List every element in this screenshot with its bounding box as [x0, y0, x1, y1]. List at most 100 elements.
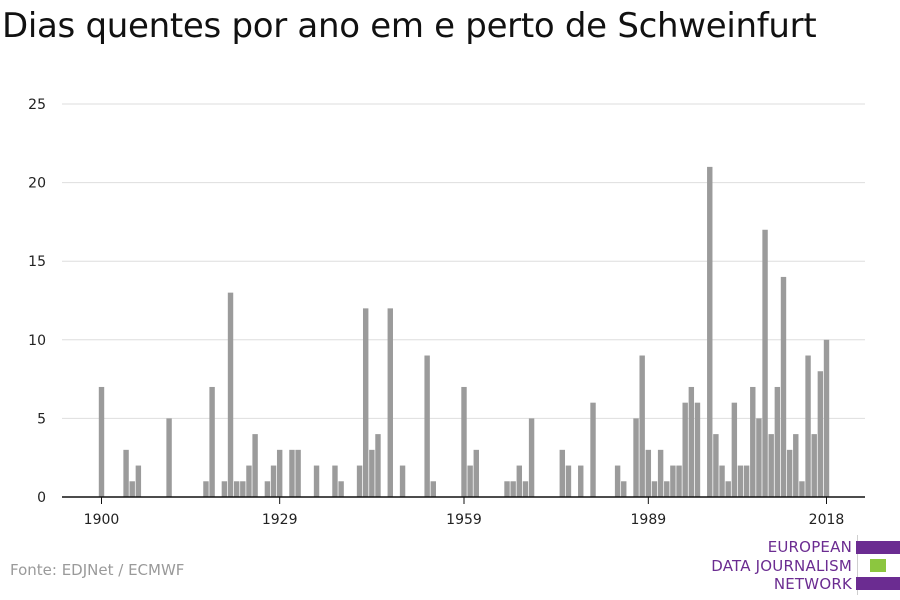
x-tick-label: 1989	[631, 512, 667, 528]
bar	[725, 481, 731, 497]
x-tick-label: 1929	[262, 512, 298, 528]
bar	[264, 481, 271, 497]
chart-title: Dias quentes por ano em e perto de Schwe…	[2, 6, 817, 46]
bar	[621, 481, 627, 497]
bar	[565, 465, 572, 497]
gridlines	[62, 103, 865, 419]
logo-divider	[857, 535, 858, 595]
bar	[129, 481, 135, 497]
bar	[233, 481, 240, 497]
bars	[98, 166, 830, 497]
bar	[369, 449, 375, 497]
bar	[768, 434, 774, 497]
bar	[743, 465, 750, 497]
bar	[811, 434, 817, 497]
bar	[289, 449, 295, 497]
bar	[657, 449, 664, 497]
bar	[313, 465, 320, 497]
bar	[166, 418, 172, 497]
bar	[590, 402, 596, 497]
logo-text: EUROPEAN DATA JOURNALISM NETWORK	[711, 538, 852, 594]
logo-bar-middle	[870, 559, 886, 572]
bar	[473, 449, 479, 497]
bar	[731, 402, 738, 497]
bar	[817, 371, 824, 497]
bar	[123, 449, 129, 497]
x-tick-label: 1959	[446, 512, 482, 528]
bar	[737, 465, 744, 497]
bar	[424, 355, 430, 497]
bar	[694, 402, 701, 497]
bar	[221, 481, 228, 497]
bar	[780, 276, 787, 497]
bar	[756, 418, 762, 497]
bar	[270, 465, 277, 497]
bar	[399, 465, 406, 497]
bar	[682, 402, 688, 497]
bar	[750, 386, 756, 497]
bar	[209, 386, 215, 497]
bar	[276, 449, 283, 497]
axes: 0 5 10 15 20 25 1900 1929 1959 1989 2018	[28, 97, 865, 528]
y-tick-label: 0	[37, 490, 46, 506]
bar	[762, 229, 768, 497]
bar	[676, 465, 682, 497]
bar	[670, 465, 676, 497]
bar	[528, 418, 535, 497]
bar	[522, 481, 529, 497]
bar	[786, 449, 793, 497]
bar	[707, 166, 713, 497]
bar	[664, 481, 670, 497]
bar	[805, 355, 811, 497]
bar	[387, 308, 393, 497]
logo-bar-bottom	[856, 577, 900, 590]
bar	[375, 434, 381, 497]
bar	[823, 339, 830, 497]
bar	[332, 465, 338, 497]
bar	[688, 386, 695, 497]
bar	[240, 481, 246, 497]
y-tick-label: 5	[37, 411, 46, 427]
bar	[362, 308, 369, 497]
bar	[645, 449, 652, 497]
y-tick-label: 15	[28, 254, 46, 270]
x-tick-label: 1900	[84, 512, 120, 528]
bar	[633, 418, 639, 497]
bar	[98, 386, 105, 497]
bar	[203, 481, 209, 497]
bar	[467, 465, 473, 497]
logo-line-2: DATA JOURNALISM	[711, 556, 852, 575]
bar	[719, 465, 725, 497]
bar	[504, 481, 510, 497]
bar	[639, 355, 645, 497]
bar	[578, 465, 584, 497]
y-tick-label: 10	[28, 333, 46, 349]
bar	[651, 481, 658, 497]
bar	[295, 449, 301, 497]
bar	[252, 434, 258, 497]
bar	[559, 449, 566, 497]
source-note: Fonte: EDJNet / ECMWF	[10, 561, 185, 579]
edjnet-logo: EUROPEAN DATA JOURNALISM NETWORK	[700, 535, 900, 595]
bar	[510, 481, 516, 497]
bar	[799, 481, 805, 497]
bar	[356, 465, 363, 497]
bar	[713, 434, 719, 497]
logo-line-1: EUROPEAN	[767, 538, 852, 556]
logo-bar-top	[856, 541, 900, 554]
bar	[614, 465, 621, 497]
x-tick-label: 2018	[809, 512, 845, 528]
y-tick-label: 20	[28, 176, 46, 192]
bar	[246, 465, 252, 497]
logo-line-3: NETWORK	[773, 575, 852, 593]
bar	[135, 465, 142, 497]
bar	[774, 386, 781, 497]
bar	[516, 465, 522, 497]
bar	[338, 481, 344, 497]
bar	[227, 292, 234, 497]
y-tick-label: 25	[28, 97, 46, 113]
bar	[430, 481, 436, 497]
bar	[461, 386, 467, 497]
bar	[793, 434, 799, 497]
